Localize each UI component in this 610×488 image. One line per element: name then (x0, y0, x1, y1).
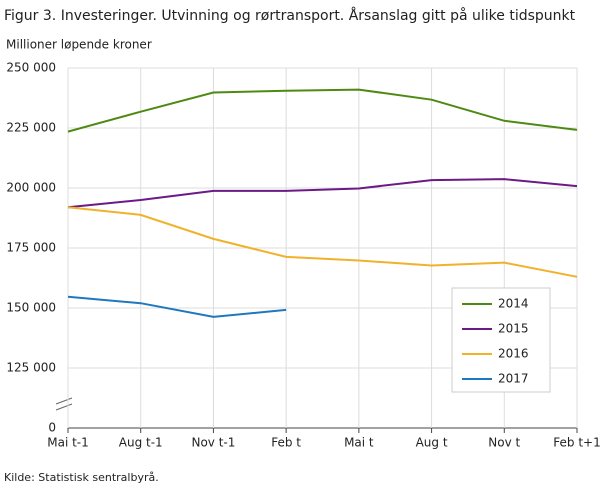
axis-break (55, 397, 73, 405)
legend-label: 2016 (498, 347, 529, 361)
y-tick-label: 175 000 (6, 241, 56, 255)
x-tick-label: Feb t+1 (553, 436, 600, 450)
y-tick-label: 150 000 (6, 301, 56, 315)
y-tick-label: 225 000 (6, 121, 56, 135)
series-line (67, 178, 578, 209)
x-tick-label: Aug t-1 (119, 436, 163, 450)
source: Kilde: Statistisk sentralbyrå. (4, 471, 159, 484)
y-axis-label: Millioner løpende kroner (6, 38, 152, 52)
x-tick-label: Nov t (488, 436, 520, 450)
y-tick-label: 0 (48, 421, 56, 435)
series-line (67, 88, 578, 133)
legend-label: 2015 (498, 322, 529, 336)
y-tick-label: 125 000 (6, 361, 56, 375)
series-line (67, 206, 578, 278)
series-line (67, 295, 287, 318)
x-tick-label: Feb t (271, 436, 301, 450)
y-tick-label: 200 000 (6, 181, 56, 195)
axis-break (55, 403, 73, 411)
x-tick-label: Mai t (344, 436, 374, 450)
x-tick-label: Nov t-1 (191, 436, 235, 450)
chart-title: Figur 3. Investeringer. Utvinning og rør… (4, 7, 576, 24)
y-tick-label: 250 000 (6, 61, 56, 75)
legend-box (451, 287, 551, 393)
x-tick-label: Mai t-1 (47, 436, 89, 450)
legend-label: 2017 (498, 372, 529, 386)
x-tick-label: Aug t (416, 436, 448, 450)
legend-label: 2014 (498, 297, 529, 311)
